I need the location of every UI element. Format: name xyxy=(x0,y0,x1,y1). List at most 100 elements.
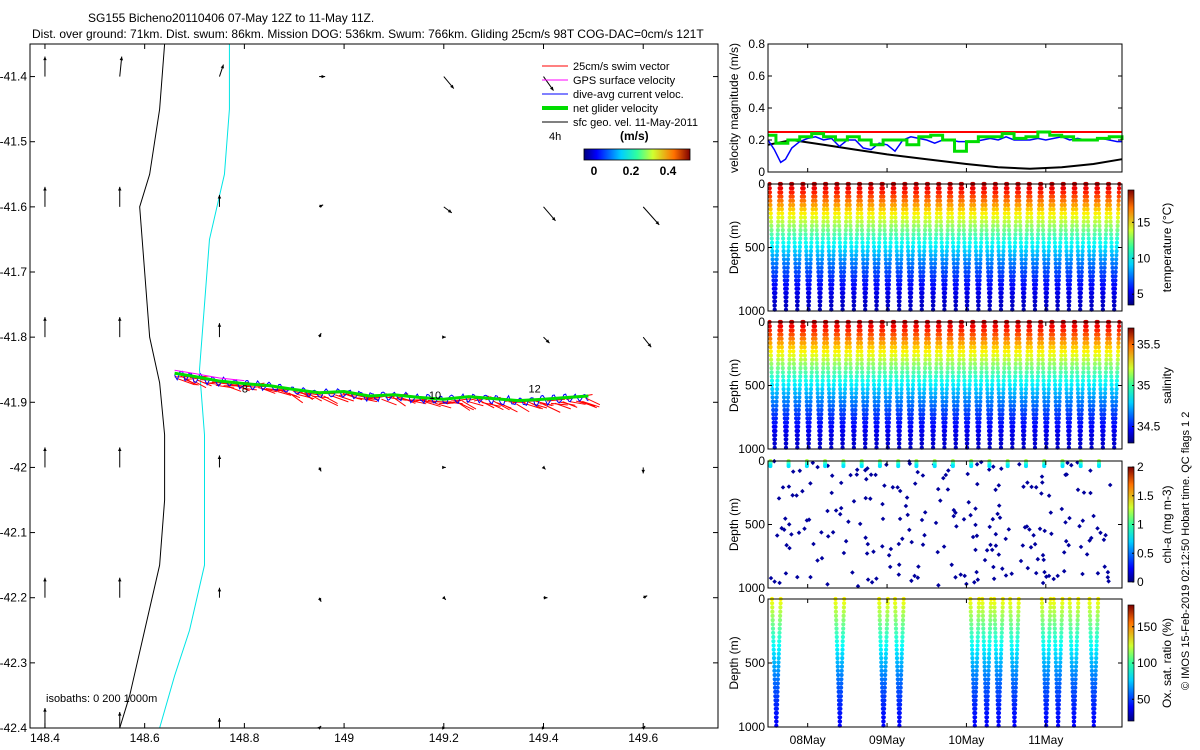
time-tick-label: 09May xyxy=(869,733,905,747)
sfc-vector xyxy=(117,447,122,468)
sfc-vector xyxy=(43,56,47,77)
y-tick-label: 0.4 xyxy=(748,101,765,115)
y-tick-label: 0.6 xyxy=(748,69,765,83)
salinity-panel: 0 500 1000 Depth (m) 34.5 35 35.5 salinity xyxy=(727,315,1174,456)
swim-vector xyxy=(516,403,530,413)
y-axis-label: Depth (m) xyxy=(727,636,741,689)
map-x-tick-label: 149 xyxy=(334,731,354,745)
map-y-tick-label: -42.2 xyxy=(0,591,27,605)
swim-vector xyxy=(578,400,597,409)
sfc-vector xyxy=(642,206,660,226)
colorbar-label: chl-a (mg m-3) xyxy=(1160,485,1174,563)
footer-note: © IMOS 15-Feb-2019 02:12:50 Hobart time.… xyxy=(1180,412,1192,690)
swim-vector xyxy=(196,379,212,387)
swim-vector xyxy=(323,395,338,404)
sfc-vector xyxy=(317,332,322,338)
time-tick-label: 08May xyxy=(790,733,826,747)
dac-track xyxy=(174,370,589,407)
map-y-tick-label: -41.6 xyxy=(0,200,27,214)
y-axis-label: Depth (m) xyxy=(727,221,741,274)
map-y-tick-label: -42 xyxy=(10,460,28,474)
chart-subtitle: Dist. over ground: 71km. Dist. swum: 86k… xyxy=(32,27,704,41)
swim-vector xyxy=(227,385,242,392)
colorbar-tick-label: 150 xyxy=(1137,620,1157,634)
y-tick-label: 0 xyxy=(758,454,765,468)
y-tick-label: 500 xyxy=(745,379,765,393)
swim-vector xyxy=(481,402,501,407)
time-tick-label: 11May xyxy=(1028,733,1063,747)
sfc-vector xyxy=(442,335,446,339)
y-tick-label: 1000 xyxy=(738,442,765,456)
legend-gps: GPS surface velocity xyxy=(573,75,676,87)
sfc-vector xyxy=(217,718,222,728)
swim-vector xyxy=(300,391,314,400)
track-day-label: 12 xyxy=(529,384,541,396)
swim-vector xyxy=(454,399,471,411)
colorbar-tick-label: 15 xyxy=(1137,215,1151,229)
map-x-tick-label: 149.4 xyxy=(528,731,558,745)
swim-vector xyxy=(238,385,256,388)
sfc-vector xyxy=(117,317,122,338)
sfc-vector xyxy=(442,465,446,470)
map-y-tick-label: -41.4 xyxy=(0,70,27,84)
map-frame xyxy=(29,43,719,729)
gps-track xyxy=(174,369,245,382)
colorbar-tick-label: 35.5 xyxy=(1137,337,1161,351)
map-panel: 148.4 148.6 148.8 149 149.2 149.4 149.6 -41.4-… xyxy=(0,43,719,745)
swim-vector xyxy=(392,396,406,407)
swim-vector xyxy=(435,402,452,409)
swim-vector xyxy=(582,400,600,408)
swim-vector xyxy=(261,388,276,394)
profile-points xyxy=(768,458,1113,589)
glider-track xyxy=(174,369,601,413)
colorbar-unit: (m/s) xyxy=(620,129,649,143)
y-axis-label: velocity magnitude (m/s) xyxy=(727,43,741,173)
swim-vector xyxy=(585,397,601,406)
sfc-vector xyxy=(642,336,652,348)
swim-vector xyxy=(569,401,586,405)
sfc-vector xyxy=(543,336,550,344)
y-tick-label: 0 xyxy=(758,177,765,191)
map-legend: 25cm/s swim vector GPS surface velocity … xyxy=(542,61,698,178)
swim-vector xyxy=(381,398,397,406)
map-y-ticks: -41.4 -41.5 -41.6 -41.7 -41.8 -41.9 -42 -42.1 -4… xyxy=(0,70,718,735)
colorbar-tick-label: 34.5 xyxy=(1137,420,1161,434)
sfc-vector xyxy=(543,76,554,91)
swim-vector xyxy=(423,401,441,408)
y-tick-label: 1000 xyxy=(738,304,765,318)
y-tick-label: 1000 xyxy=(738,581,765,595)
colorbar-tick-label: 1.5 xyxy=(1137,489,1154,503)
y-tick-label: 500 xyxy=(745,241,765,255)
colorbar-tick-label: 50 xyxy=(1137,692,1151,706)
swim-vector xyxy=(242,387,257,391)
swim-vector xyxy=(234,384,250,392)
y-axis-label: Depth (m) xyxy=(727,359,741,412)
y-tick-label: 500 xyxy=(745,656,765,670)
colorbar-tick-label: 0 xyxy=(1137,575,1144,589)
y-tick-label: 0 xyxy=(758,592,765,606)
swim-vector xyxy=(204,382,221,386)
colorbar-label: Ox. sat. ratio (%) xyxy=(1160,618,1174,708)
sfc-vector xyxy=(541,465,546,470)
swim-vector xyxy=(288,392,304,404)
time-tick-label: 10May xyxy=(948,733,984,747)
colorbar-tick-2: 0.4 xyxy=(660,164,677,178)
swim-vector xyxy=(446,399,464,405)
colorbar-tick-label: 10 xyxy=(1137,251,1151,265)
chart-title: SG155 Bicheno20110406 07-May 12Z to 11-M… xyxy=(88,11,374,25)
sfc-vector xyxy=(217,587,222,598)
legend-net: net glider velocity xyxy=(573,103,658,115)
colorbar-label: temperature (°C) xyxy=(1160,203,1174,293)
scale-label: 4h xyxy=(549,131,561,143)
profile-points xyxy=(767,319,1122,450)
map-x-tick-label: 148.6 xyxy=(130,731,160,745)
map-y-tick-label: -41.8 xyxy=(0,330,27,344)
swim-vector xyxy=(277,391,292,396)
isobath-1000m xyxy=(159,44,230,729)
colorbar-label: salinity xyxy=(1160,367,1174,404)
colorbar-tick-0: 0 xyxy=(591,164,598,178)
sfc-vector xyxy=(43,577,47,598)
sfc-vector xyxy=(642,595,648,599)
velocity-series-net xyxy=(768,130,1124,153)
sfc-vector xyxy=(117,712,122,728)
